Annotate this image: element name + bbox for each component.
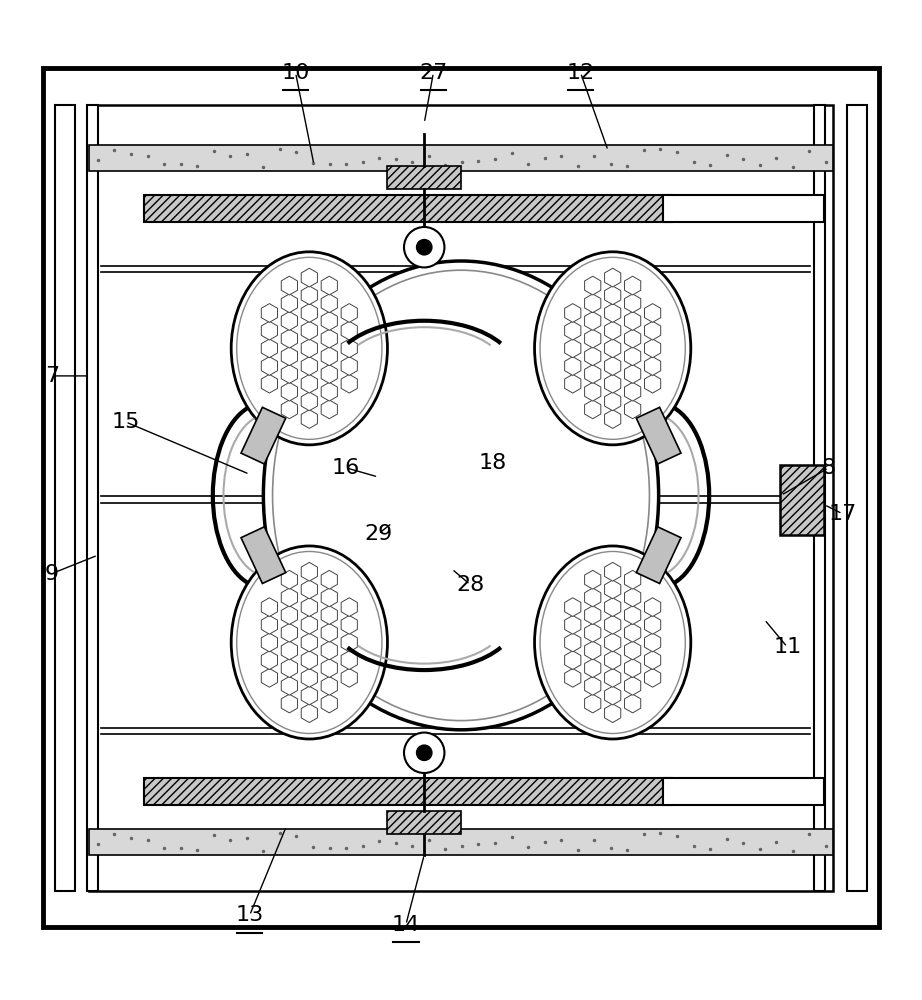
Bar (780, 465, 824, 535)
Ellipse shape (237, 551, 382, 733)
Ellipse shape (237, 257, 382, 439)
Circle shape (417, 745, 431, 760)
Bar (387, 811, 461, 834)
Text: 16: 16 (332, 458, 361, 478)
Text: 9: 9 (45, 564, 59, 584)
Bar (89, 105, 833, 891)
Ellipse shape (535, 252, 691, 445)
Bar (89, 145, 833, 171)
Circle shape (404, 733, 444, 773)
Ellipse shape (231, 252, 387, 445)
Bar (387, 166, 461, 189)
Bar (636, 527, 681, 584)
Ellipse shape (540, 257, 685, 439)
Text: 14: 14 (392, 915, 420, 935)
Bar (814, 105, 825, 891)
Text: 12: 12 (566, 63, 595, 83)
Ellipse shape (231, 546, 387, 739)
Text: 15: 15 (112, 412, 139, 432)
Text: 18: 18 (479, 453, 507, 473)
Bar (89, 829, 833, 855)
Bar (144, 195, 672, 222)
Bar (87, 105, 98, 891)
Text: 8: 8 (822, 458, 835, 478)
Circle shape (404, 227, 444, 267)
Bar (663, 195, 824, 222)
Text: 10: 10 (281, 63, 310, 83)
Ellipse shape (273, 270, 649, 721)
Text: 27: 27 (420, 63, 447, 83)
Circle shape (417, 240, 431, 255)
Text: 11: 11 (774, 637, 801, 657)
Bar (847, 105, 868, 891)
Bar (144, 778, 672, 805)
Bar (636, 407, 681, 464)
Text: 13: 13 (235, 905, 264, 925)
Bar (241, 527, 286, 584)
Bar (663, 778, 824, 805)
Bar (54, 105, 75, 891)
Text: 28: 28 (456, 575, 484, 595)
Text: 7: 7 (45, 366, 59, 386)
Ellipse shape (535, 546, 691, 739)
Bar (241, 407, 286, 464)
Text: 17: 17 (828, 504, 857, 524)
Ellipse shape (540, 551, 685, 733)
Ellipse shape (264, 261, 658, 730)
Text: 29: 29 (364, 524, 393, 544)
